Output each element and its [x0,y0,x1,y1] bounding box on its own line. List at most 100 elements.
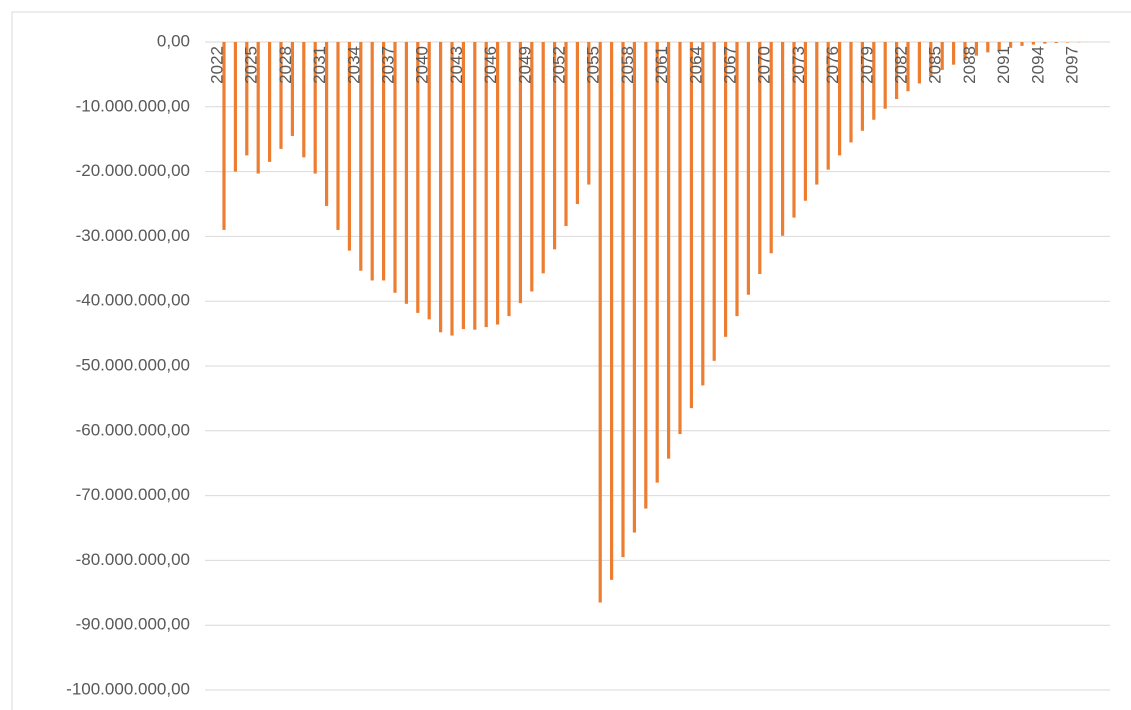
bar [883,42,887,109]
bar [838,42,842,156]
bar [803,42,807,201]
x-tick-label: 2073 [789,46,808,84]
x-tick-label: 2076 [823,46,842,84]
chart-frame [11,11,1131,710]
bar [792,42,796,218]
x-tick-label: 2055 [584,46,603,84]
x-tick-label: 2052 [549,46,568,84]
bar [769,42,773,254]
y-tick-label: -20.000.000,00 [76,161,190,180]
bar [1043,42,1047,44]
bar [268,42,272,162]
bar [724,42,728,337]
bar [496,42,500,325]
bar [860,42,864,131]
x-tick-label: 2097 [1062,46,1081,84]
bar [359,42,363,271]
x-tick-label: 2022 [207,46,226,84]
bar [393,42,397,293]
bar [644,42,648,509]
x-tick-label: 2040 [413,46,432,84]
bar [450,42,454,336]
bar [712,42,716,361]
bar [746,42,750,295]
bar [518,42,522,304]
bar [461,42,465,330]
y-tick-label: -70.000.000,00 [76,485,190,504]
bar [997,42,1001,50]
bar [382,42,386,281]
x-tick-label: 2064 [686,46,705,84]
bar [564,42,568,227]
bar [1054,42,1058,43]
bar [678,42,682,435]
y-tick-label: -90.000.000,00 [76,615,190,634]
bar [404,42,408,304]
bar [758,42,762,274]
bar [655,42,659,483]
bar [279,42,283,149]
bar [222,42,226,230]
x-tick-label: 2067 [720,46,739,84]
y-tick-label: -100.000.000,00 [66,679,190,698]
x-tick-label: 2037 [378,46,397,84]
bar [667,42,671,459]
bar [313,42,317,174]
x-tick-label: 2094 [1028,46,1047,84]
bar [553,42,557,250]
x-tick-label: 2079 [857,46,876,84]
bar [895,42,899,100]
bar [290,42,294,136]
x-tick-label: 2028 [276,46,295,84]
y-tick-label: -30.000.000,00 [76,226,190,245]
bar [256,42,260,174]
bar [484,42,488,328]
y-tick-label: -10.000.000,00 [76,96,190,115]
bar [1020,42,1024,46]
y-tick-label: -50.000.000,00 [76,355,190,374]
bar [1009,42,1013,48]
bar [302,42,306,158]
bar [815,42,819,185]
bar [621,42,625,558]
y-tick-label: -80.000.000,00 [76,550,190,569]
x-tick-label: 2049 [515,46,534,84]
x-tick-label: 2046 [481,46,500,84]
bar [826,42,830,170]
bar [233,42,237,172]
x-tick-label: 2043 [447,46,466,84]
bar [906,42,910,92]
bar [952,42,956,65]
bar [370,42,374,281]
bar [974,42,978,56]
bar [849,42,853,143]
bar [940,42,944,70]
bar [610,42,614,580]
x-tick-label: 2070 [755,46,774,84]
bar [1066,42,1070,43]
bar [416,42,420,313]
bar [530,42,534,292]
x-tick-label: 2088 [960,46,979,84]
bar [245,42,249,156]
bar [347,42,351,251]
bar [587,42,591,185]
bar [507,42,511,317]
bar [632,42,636,533]
bar [986,42,990,53]
x-tick-label: 2061 [652,46,671,84]
bar [701,42,705,386]
bar [963,42,967,61]
x-tick-label: 2058 [618,46,637,84]
bar [336,42,340,230]
bar [1031,42,1035,45]
bar [427,42,431,320]
bar [917,42,921,84]
bar [473,42,477,330]
x-tick-label: 2025 [242,46,261,84]
y-tick-label: -40.000.000,00 [76,291,190,310]
x-tick-label: 2082 [891,46,910,84]
x-tick-label: 2091 [994,46,1013,84]
bar [872,42,876,120]
